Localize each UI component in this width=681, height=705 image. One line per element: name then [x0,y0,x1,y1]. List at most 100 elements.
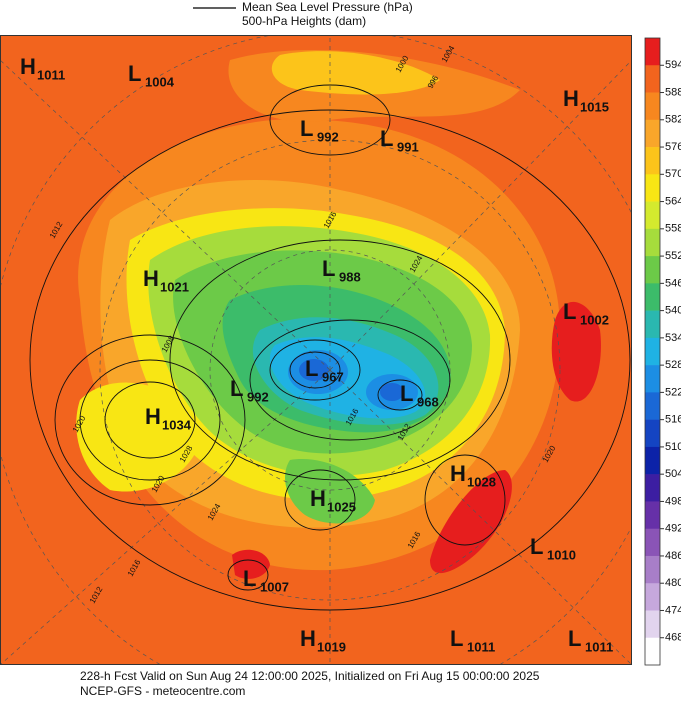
colorbar-cell [645,528,660,557]
center-type: L [400,381,413,406]
center-pressure: 1021 [160,279,189,294]
source: NCEP-GFS - meteocentre.com [80,684,245,698]
height-570 [271,51,440,95]
height-594 [430,470,512,574]
colorbar-frame [644,37,661,666]
height-594 [232,549,270,579]
center-pressure: 1010 [547,547,576,562]
center-type: L [128,61,141,86]
colorbar-label: 492 [665,523,681,535]
colorbar-label: 534 [665,332,681,344]
isobars [29,84,631,611]
center-pressure: 968 [417,394,439,409]
colorbar-cell [645,310,660,339]
center-type: L [380,126,393,151]
center-type: L [568,626,581,651]
colorbar-cell [645,228,660,257]
center-pressure: 1025 [327,499,356,514]
center-type: L [230,376,243,401]
center-type: H [563,86,579,111]
colorbar-label: 528 [665,359,681,371]
colorbar-label: 486 [665,550,681,562]
center-pressure: 1011 [467,639,495,654]
colorbar-label: 582 [665,114,681,126]
center-pressure: 1015 [580,99,609,114]
colorbar-cell [645,256,660,284]
colorbar-label: 516 [665,414,681,426]
center-pressure: 992 [247,389,269,404]
center-type: L [530,534,543,559]
colorbar-label: 552 [665,250,681,262]
colorbar-label: 540 [665,305,681,317]
center-type: H [300,626,316,651]
center-pressure: 1028 [467,474,496,489]
center-type: L [450,626,463,651]
colorbar-cell [645,119,660,148]
center-pressure: 1007 [260,579,289,594]
colorbar-cell [645,174,660,202]
center-type: L [305,356,318,381]
center-type: L [322,256,335,281]
colorbar-label: 510 [665,441,681,453]
colorbar-cell [645,419,660,448]
center-pressure: 1002 [580,312,609,327]
center-type: L [243,566,256,591]
colorbar-cell [645,610,660,639]
line-legend: Mean Sea Level Pressure (hPa) [242,0,413,14]
center-pressure: 1019 [317,639,346,654]
map-frame [0,35,632,665]
colorbar-label: 468 [665,632,681,644]
colorbar-label: 570 [665,168,681,180]
colorbar-label: 474 [665,604,681,616]
colorbar-cell [645,201,660,230]
colorbar-cell [645,637,660,666]
colorbar-label: 576 [665,141,681,153]
colorbar-label: 564 [665,195,681,207]
colorbar-cell [645,147,660,175]
colorbar-cell [645,583,660,611]
colorbar-label: 522 [665,386,681,398]
center-pressure: 1004 [145,74,175,89]
colorbar-label: 504 [665,468,681,480]
height-516 [299,359,329,381]
center-pressure: 1011 [37,67,65,82]
colorbar-cell [645,38,660,66]
center-type: L [563,299,576,324]
center-pressure: 992 [317,129,339,144]
center-pressure: 1034 [162,417,192,432]
colorbar-cell [645,65,660,93]
height-516 [380,383,404,401]
center-type: H [20,54,36,79]
colorbar-cell [645,283,660,311]
colorbar-label: 480 [665,577,681,589]
colorbar-cell [645,392,660,420]
colorbar-cell [645,337,660,366]
colorbar-label: 546 [665,277,681,289]
center-type: H [310,486,326,511]
colorbar-cell [645,92,660,121]
colorbar-cell [645,365,660,393]
colorbar-cell [645,555,660,584]
height-588 [0,35,632,665]
center-pressure: 991 [397,139,419,154]
center-type: H [450,461,466,486]
fill-legend: 500-hPa Heights (dam) [242,14,366,28]
colorbar-cell [645,474,660,502]
colorbar: 594 588 582 576 570 564 558 552 546 540 534 528 522 5… [644,37,681,666]
colorbar-label: 588 [665,86,681,98]
colorbar-label: 498 [665,495,681,507]
forecast-info: 228-h Fcst Valid on Sun Aug 24 12:00:00 … [80,669,540,683]
center-pressure: 988 [339,269,361,284]
center-type: H [143,266,159,291]
colorbar-label: 594 [665,59,681,71]
center-type: H [145,404,161,429]
height-594 [551,301,601,402]
colorbar-label: 558 [665,223,681,235]
center-pressure: 1011 [585,639,613,654]
map [0,35,632,665]
colorbar-cell [645,501,660,529]
colorbar-cell [645,446,660,475]
center-pressure: 967 [322,369,344,384]
